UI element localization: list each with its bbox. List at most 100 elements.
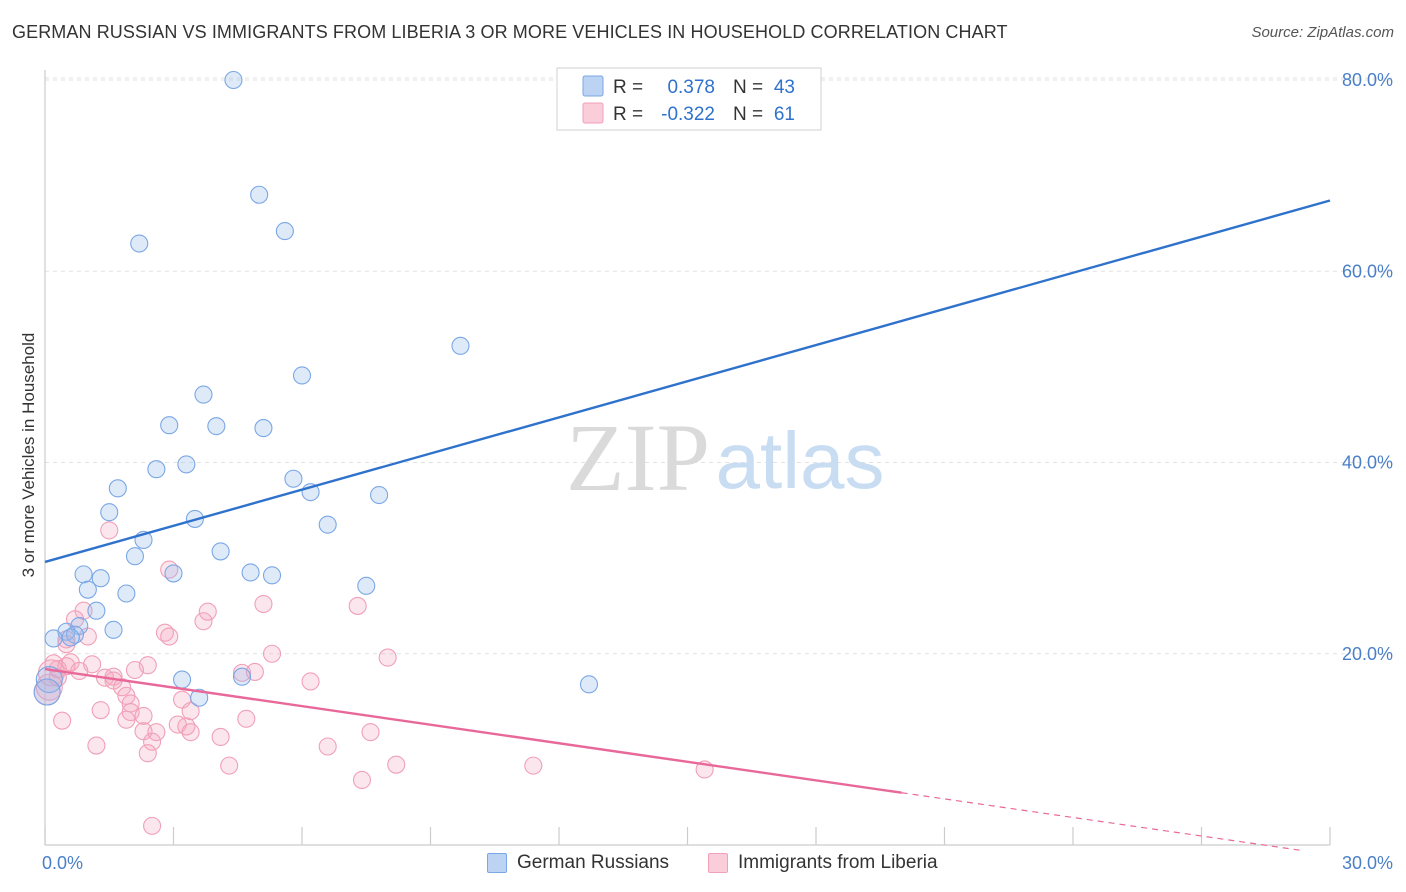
point-liberia-40 bbox=[237, 709, 256, 728]
legend-r-label-2: R = bbox=[613, 104, 643, 125]
data-points bbox=[33, 70, 714, 835]
point-liberia-14 bbox=[378, 648, 397, 667]
point-german-russians-23 bbox=[164, 564, 183, 583]
point-liberia-23 bbox=[232, 663, 252, 682]
point-german-russians-15 bbox=[370, 485, 389, 505]
point-german-russians-5 bbox=[292, 366, 312, 385]
point-german-russians-29 bbox=[357, 576, 376, 595]
y-tick-labels: 20.0% 40.0% 60.0% 80.0% bbox=[1342, 70, 1393, 664]
point-german-russians-27 bbox=[78, 580, 97, 599]
point-liberia-57 bbox=[352, 770, 372, 790]
point-liberia-21 bbox=[125, 660, 144, 680]
point-liberia-4 bbox=[198, 602, 217, 621]
point-german-russians-10 bbox=[147, 460, 166, 479]
point-liberia-54 bbox=[387, 755, 406, 774]
y-tick-label-60: 60.0% bbox=[1342, 261, 1393, 281]
point-german-russians-22 bbox=[74, 565, 93, 584]
bottom-legend: German Russians Immigrants from Liberia bbox=[0, 852, 1406, 878]
stats-legend: R = 0.378 N = 43 R = -0.322 N = 61 bbox=[556, 67, 822, 131]
point-german-russians-4 bbox=[451, 336, 470, 355]
y-tick-label-80: 80.0% bbox=[1342, 70, 1393, 90]
trend-line-german-russians bbox=[44, 199, 1331, 564]
point-liberia-13 bbox=[262, 644, 282, 663]
point-german-russians-13 bbox=[108, 479, 127, 498]
point-liberia-3 bbox=[348, 596, 367, 615]
point-liberia-53 bbox=[220, 756, 239, 775]
legend-n-value-2: 61 bbox=[774, 104, 795, 125]
legend-swatch-blue bbox=[582, 75, 604, 97]
point-liberia-2 bbox=[254, 594, 273, 614]
legend-r-value-2: -0.322 bbox=[661, 104, 715, 125]
point-liberia-11 bbox=[160, 627, 179, 646]
point-liberia-38 bbox=[134, 706, 153, 725]
point-german-russians-25 bbox=[262, 566, 282, 585]
point-liberia-36 bbox=[91, 701, 110, 720]
point-liberia-22 bbox=[70, 661, 89, 681]
point-german-russians-28 bbox=[117, 584, 136, 603]
point-liberia-6 bbox=[194, 612, 213, 631]
point-german-russians-39 bbox=[579, 675, 599, 694]
point-german-russians-20 bbox=[125, 547, 144, 566]
axes bbox=[44, 70, 1331, 846]
point-liberia-49 bbox=[143, 732, 162, 751]
point-german-russians-8 bbox=[207, 417, 226, 436]
legend-item-german-russians: German Russians bbox=[487, 852, 669, 874]
point-german-russians-26 bbox=[91, 569, 110, 588]
point-german-russians-16 bbox=[100, 503, 119, 522]
legend-swatch-german-russians bbox=[487, 853, 507, 873]
point-german-russians-36 bbox=[61, 628, 80, 647]
chart-title: GERMAN RUSSIAN VS IMMIGRANTS FROM LIBERI… bbox=[12, 22, 1008, 42]
point-german-russians-18 bbox=[318, 515, 337, 534]
point-liberia-50 bbox=[87, 736, 106, 755]
point-liberia-46 bbox=[181, 723, 200, 742]
legend-n-label-1: N = bbox=[733, 77, 763, 98]
watermark-atlas: atlas bbox=[716, 416, 885, 505]
point-german-russians-40 bbox=[190, 688, 209, 707]
y-tick-label-40: 40.0% bbox=[1342, 453, 1393, 473]
trend-line-liberia-extrapolated bbox=[901, 792, 1305, 852]
point-german-russians-32 bbox=[104, 620, 123, 639]
point-liberia-45 bbox=[147, 723, 166, 742]
point-german-russians-35 bbox=[44, 629, 63, 648]
point-german-russians-1 bbox=[250, 185, 269, 204]
point-liberia-51 bbox=[318, 737, 337, 756]
point-german-russians-2 bbox=[275, 222, 294, 241]
legend-n-label-2: N = bbox=[733, 104, 763, 125]
point-liberia-29 bbox=[301, 672, 320, 691]
point-german-russians-38 bbox=[232, 667, 252, 686]
trend-lines bbox=[44, 199, 1331, 852]
legend-label-immigrants-liberia: Immigrants from Liberia bbox=[738, 852, 938, 873]
x-tick-labels: 0.0% 30.0% bbox=[42, 853, 1393, 873]
point-german-russians-12 bbox=[284, 469, 303, 488]
x-tick-label-max: 30.0% bbox=[1342, 853, 1393, 873]
point-liberia-39 bbox=[117, 710, 136, 729]
trend-line-liberia bbox=[44, 667, 902, 794]
point-german-russians-11 bbox=[177, 455, 196, 474]
point-liberia-41 bbox=[53, 711, 72, 730]
point-liberia-48 bbox=[211, 727, 230, 746]
watermark: ZIP atlas bbox=[566, 404, 884, 511]
legend-r-value-1: 0.378 bbox=[667, 77, 715, 98]
point-liberia-30 bbox=[113, 678, 132, 697]
point-german-russians-21 bbox=[211, 542, 230, 561]
legend-item-immigrants-liberia: Immigrants from Liberia bbox=[708, 852, 938, 874]
point-german-russians-24 bbox=[241, 563, 260, 582]
point-german-russians-7 bbox=[160, 416, 179, 435]
y-axis-title: 3 or more Vehicles in Household bbox=[19, 333, 38, 578]
point-liberia-58 bbox=[143, 816, 162, 835]
legend-label-german-russians: German Russians bbox=[517, 852, 670, 873]
point-german-russians-42 bbox=[33, 678, 61, 706]
point-german-russians-6 bbox=[194, 385, 213, 404]
source-label: Source: ZipAtlas.com bbox=[1251, 24, 1394, 41]
point-german-russians-0 bbox=[224, 70, 243, 90]
point-german-russians-9 bbox=[254, 419, 273, 438]
point-german-russians-37 bbox=[173, 670, 192, 689]
x-tick-label-min: 0.0% bbox=[42, 853, 83, 873]
legend-swatch-pink bbox=[582, 102, 604, 124]
y-tick-label-20: 20.0% bbox=[1342, 644, 1393, 664]
point-liberia-0 bbox=[100, 521, 119, 540]
point-liberia-52 bbox=[138, 744, 157, 763]
legend-n-value-1: 43 bbox=[774, 77, 795, 98]
point-liberia-55 bbox=[524, 756, 543, 775]
